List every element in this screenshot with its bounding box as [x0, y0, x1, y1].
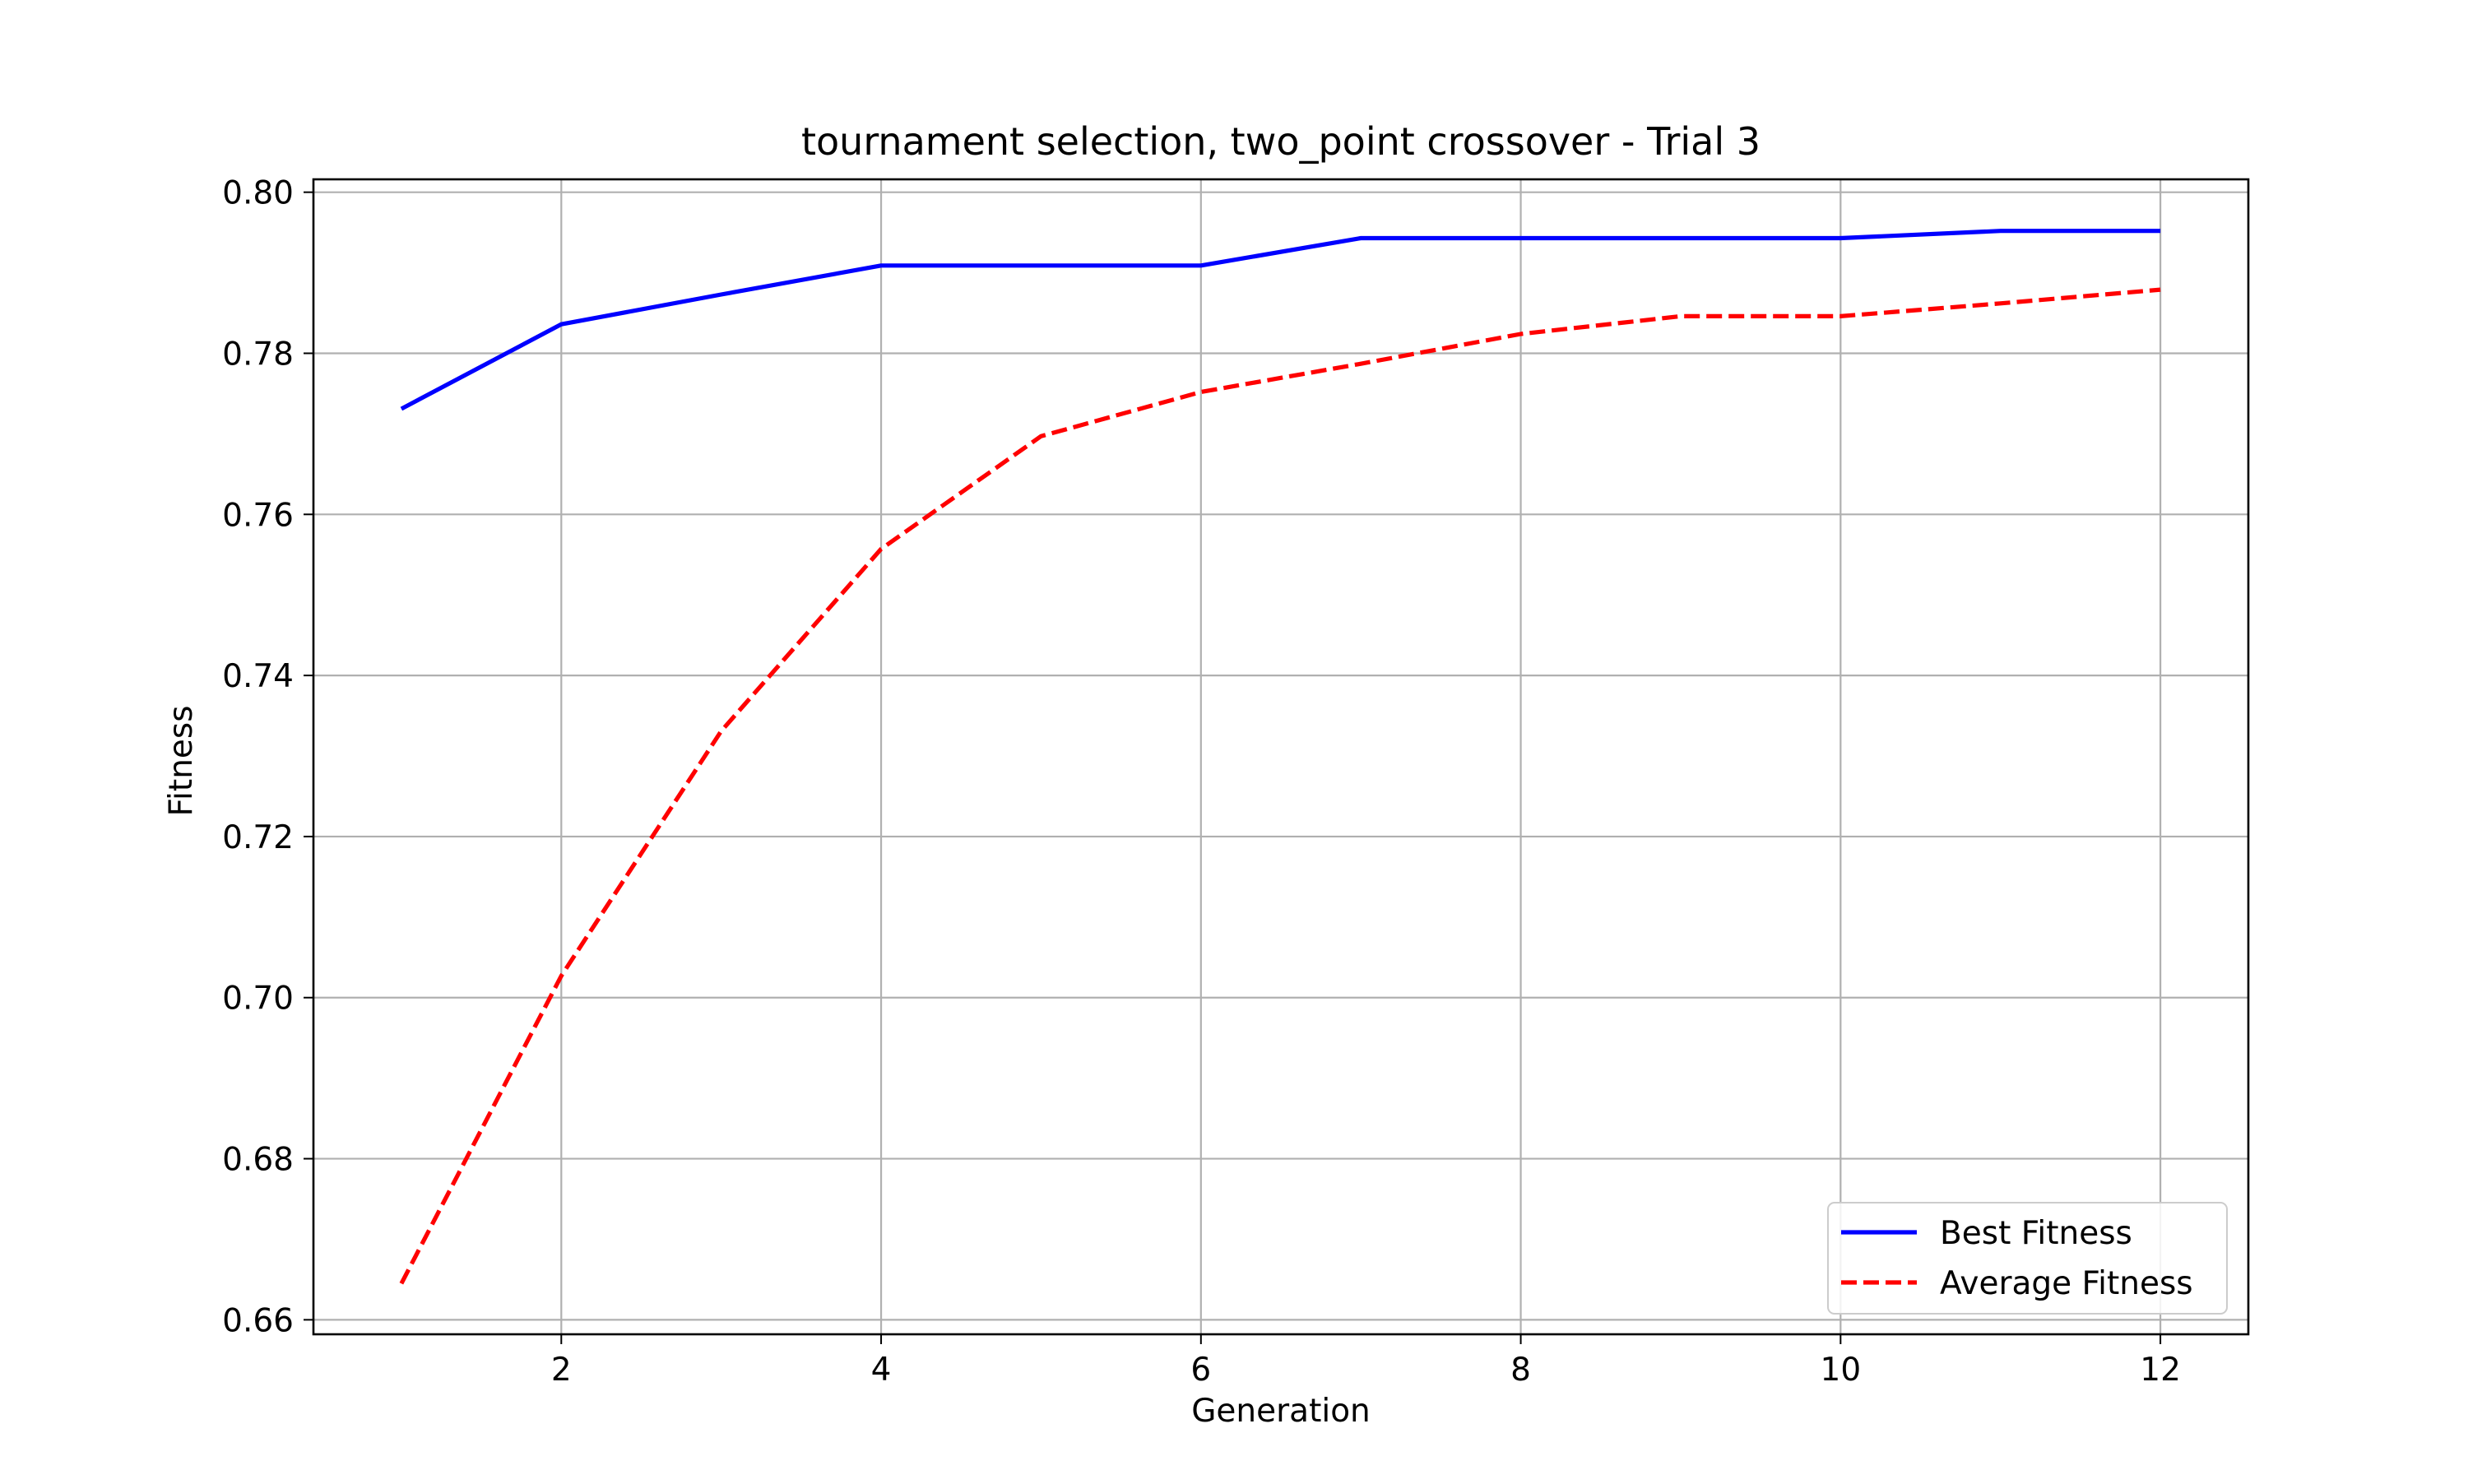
- grid-lines: [313, 179, 2248, 1334]
- y-tick-label: 0.76: [222, 497, 294, 534]
- legend-box: [1827, 1202, 2228, 1315]
- x-tick-label: 4: [871, 1352, 892, 1389]
- y-axis-ticks: 0.66 0.68 0.70 0.72 0.74 0.76 0.78 0.80: [222, 175, 313, 1339]
- y-axis-label: Fitness: [163, 705, 200, 816]
- x-tick-label: 2: [551, 1352, 572, 1389]
- y-tick-label: 0.68: [222, 1142, 294, 1179]
- y-tick-label: 0.78: [222, 336, 294, 373]
- x-tick-label: 8: [1510, 1352, 1531, 1389]
- x-axis-ticks: 2 4 6 8 10 12: [551, 1334, 2181, 1389]
- y-tick-label: 0.70: [222, 981, 294, 1018]
- series-line-average-fitness: [399, 287, 2161, 1285]
- legend-label: Average Fitness: [1940, 1265, 2193, 1302]
- chart-title: tournament selection, two_point crossove…: [801, 119, 1761, 164]
- x-tick-label: 6: [1190, 1352, 1211, 1389]
- legend-label: Best Fitness: [1940, 1215, 2132, 1252]
- series-lines: [399, 229, 2161, 1285]
- legend: Best Fitness Average Fitness: [1827, 1202, 2228, 1315]
- series-line-best-fitness: [400, 229, 2161, 411]
- x-axis-label: Generation: [1191, 1393, 1371, 1430]
- y-tick-label: 0.66: [222, 1302, 294, 1339]
- x-tick-label: 12: [2140, 1352, 2181, 1389]
- y-tick-label: 0.72: [222, 819, 294, 856]
- y-tick-label: 0.80: [222, 175, 294, 212]
- plot-frame: [312, 178, 2250, 1336]
- x-tick-label: 10: [1821, 1352, 1862, 1389]
- y-tick-label: 0.74: [222, 658, 294, 695]
